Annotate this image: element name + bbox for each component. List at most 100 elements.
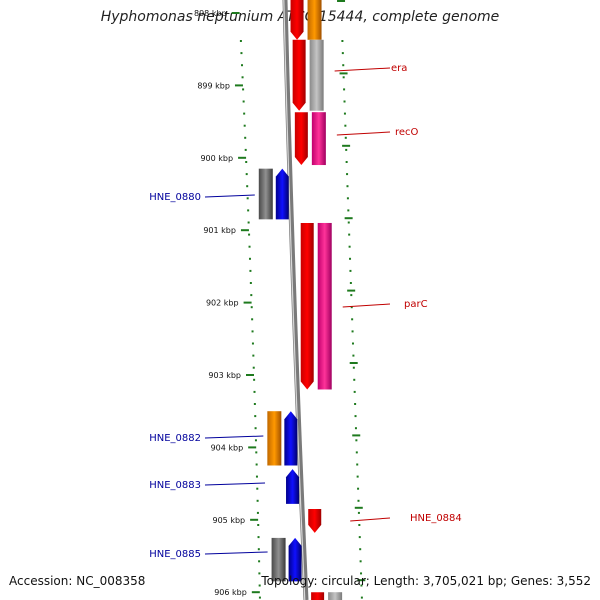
scale-dot bbox=[241, 76, 244, 79]
scale-dot bbox=[246, 197, 249, 200]
label-leader bbox=[204, 435, 264, 439]
gene-arrow bbox=[288, 537, 302, 582]
minor-tick bbox=[337, 0, 346, 2]
scale-dot bbox=[250, 306, 253, 309]
scale-dot bbox=[243, 124, 246, 127]
scale-dot bbox=[348, 245, 351, 248]
scale-dot bbox=[243, 112, 246, 115]
gene-arrow bbox=[275, 168, 289, 220]
scale-dot bbox=[351, 318, 354, 321]
scale-dot bbox=[241, 64, 244, 67]
gene-arrow bbox=[311, 592, 325, 600]
scale-dot bbox=[355, 439, 358, 442]
gene-label-HNE_0882: HNE_0882 bbox=[149, 433, 201, 444]
gene-HNE_0883 bbox=[286, 469, 300, 504]
scale-dot bbox=[252, 366, 255, 369]
scale-dot bbox=[349, 257, 352, 260]
kbp-tick-label: 900 kbp bbox=[200, 154, 233, 163]
minor-tick bbox=[342, 144, 351, 147]
scale-dot bbox=[247, 221, 250, 224]
gene-HNE_0882 bbox=[267, 411, 298, 466]
scale-dot bbox=[343, 112, 346, 115]
gene-g-top bbox=[290, 0, 322, 40]
scale-dot bbox=[357, 499, 360, 502]
kbp-tick bbox=[251, 591, 260, 594]
backbone-highlight bbox=[283, 0, 306, 600]
kbp-tick-label: 899 kbp bbox=[197, 81, 230, 90]
gene-track bbox=[258, 0, 343, 600]
scale-dot bbox=[249, 269, 252, 272]
scale-dot bbox=[351, 342, 354, 345]
scale-dot bbox=[255, 463, 258, 466]
scale-dot bbox=[360, 572, 363, 575]
scale-dot bbox=[345, 148, 348, 151]
label-leader bbox=[350, 517, 391, 522]
minor-tick bbox=[349, 362, 358, 364]
scale-dot bbox=[242, 88, 245, 91]
scale-dot bbox=[251, 342, 254, 345]
kbp-tick bbox=[240, 229, 249, 232]
kbp-tick bbox=[250, 518, 259, 521]
scale-dot bbox=[248, 257, 251, 260]
minor-tick bbox=[344, 217, 353, 220]
scale-dot bbox=[354, 427, 357, 430]
scale-dot bbox=[254, 415, 257, 418]
scale-dot bbox=[248, 233, 251, 236]
scale-dot bbox=[258, 584, 261, 587]
cog-bar bbox=[328, 592, 343, 600]
gene-arrow bbox=[308, 508, 322, 533]
minor-tick bbox=[354, 506, 363, 509]
kbp-tick bbox=[234, 84, 243, 87]
scale-dot bbox=[359, 548, 362, 551]
gene-arrow bbox=[290, 0, 304, 40]
gene-label-HNE_0885: HNE_0885 bbox=[149, 549, 201, 560]
kbp-tick-label: 901 kbp bbox=[203, 226, 236, 235]
gene-parC bbox=[300, 222, 332, 390]
kbp-tick-label: 903 kbp bbox=[208, 371, 241, 380]
genome-backbone bbox=[282, 0, 309, 600]
scale-dot bbox=[344, 124, 347, 127]
label-leader bbox=[204, 551, 268, 555]
cog-bar bbox=[267, 411, 282, 466]
scale-dot bbox=[356, 463, 359, 466]
scale-dot bbox=[342, 76, 345, 79]
kbp-tick-label: 898 kbp bbox=[194, 9, 227, 18]
gene-HNE_0884 bbox=[308, 508, 322, 533]
kbp-tick-label: 906 kbp bbox=[214, 588, 247, 597]
scale-dot bbox=[245, 173, 248, 176]
scale-dot bbox=[344, 136, 347, 139]
scale-dot bbox=[253, 403, 256, 405]
scale-dot bbox=[360, 596, 363, 599]
label-leader bbox=[334, 67, 391, 72]
scale-dot bbox=[358, 524, 361, 526]
scale-dot bbox=[250, 294, 253, 297]
accession-text: Accession: NC_008358 bbox=[9, 574, 146, 588]
gene-arrow bbox=[286, 469, 300, 504]
scale-dot bbox=[346, 173, 349, 176]
scale-dot bbox=[352, 366, 355, 369]
gene-label-HNE_0880: HNE_0880 bbox=[149, 192, 201, 203]
scale-dot bbox=[359, 560, 362, 563]
scale-dot bbox=[240, 52, 243, 55]
gene-label-recO: recO bbox=[395, 127, 419, 138]
kbp-tick bbox=[248, 446, 257, 449]
cog-bar bbox=[271, 537, 286, 582]
scale-dot bbox=[347, 221, 350, 224]
scale-dot bbox=[256, 499, 259, 502]
scale-dot bbox=[347, 209, 350, 212]
cog-bar bbox=[311, 112, 326, 166]
scale-dot bbox=[244, 136, 247, 139]
gene-arrow bbox=[292, 39, 306, 111]
scale-dot bbox=[342, 64, 345, 67]
kbp-tick bbox=[238, 156, 247, 159]
scale-dot bbox=[239, 40, 242, 42]
gene-arrow bbox=[300, 222, 314, 390]
genome-summary: Topology: circular; Length: 3,705,021 bp… bbox=[261, 574, 591, 588]
gene-label-HNE_0884: HNE_0884 bbox=[410, 513, 462, 524]
scale-dot bbox=[258, 572, 261, 575]
scale-dot bbox=[345, 161, 348, 163]
scale-dot bbox=[258, 560, 261, 563]
scale-dot bbox=[354, 415, 357, 418]
